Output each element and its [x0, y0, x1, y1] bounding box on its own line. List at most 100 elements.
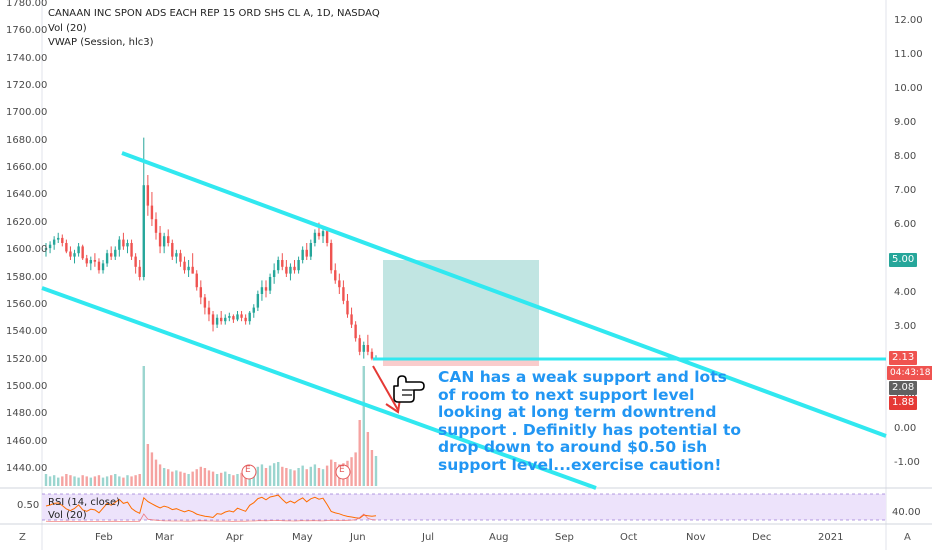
timezone-toggle-button[interactable]: Z — [19, 532, 26, 543]
volume-bar — [293, 470, 296, 486]
candle-body — [260, 287, 264, 294]
volume-bar — [52, 475, 56, 486]
volume-bar — [162, 468, 166, 486]
volume-bar — [126, 475, 129, 486]
volume-bar — [44, 474, 48, 486]
volume-bar — [154, 459, 158, 486]
candle-body — [114, 249, 117, 257]
candle-body — [183, 261, 186, 271]
volume-bar — [305, 469, 308, 486]
candle-body — [346, 300, 349, 315]
candle-body — [362, 345, 365, 352]
volume-bar — [228, 474, 231, 486]
right-axis-tick: 7.00 — [894, 185, 917, 196]
left-axis-tick: 1440.00 — [6, 462, 48, 474]
volume-bar — [118, 476, 121, 486]
time-axis-label: Feb — [95, 532, 113, 543]
volume-bar — [203, 468, 207, 486]
time-axis-label: 2021 — [818, 532, 844, 543]
candle-body — [285, 266, 288, 274]
volume-bar — [260, 464, 264, 486]
volume-bar — [122, 477, 125, 486]
volume-bar — [211, 471, 215, 486]
volume-bar — [142, 366, 145, 486]
candle-body — [366, 345, 370, 352]
legend-volume[interactable]: Vol (20) — [48, 23, 87, 34]
candle-body — [252, 307, 255, 313]
right-axis-tick: 11.00 — [894, 49, 923, 60]
volume-bar — [374, 456, 378, 486]
volume-bar — [272, 463, 276, 486]
volume-bar — [370, 450, 374, 486]
candle-body — [329, 243, 333, 271]
rsi-label[interactable]: RSI (14, close) — [48, 497, 121, 508]
candle-body — [305, 249, 308, 257]
right-axis-tick: 6.00 — [894, 219, 917, 230]
volume-bar — [244, 474, 247, 486]
volume-bar — [358, 420, 361, 486]
left-axis-tick: 1660.00 — [6, 162, 48, 174]
candle-body — [101, 263, 105, 271]
volume-bar — [65, 474, 68, 486]
right-axis-tick: 4.00 — [894, 287, 917, 298]
volume-bar — [354, 452, 357, 486]
candle-body — [342, 287, 345, 301]
candle-body — [97, 261, 101, 271]
candle-body — [224, 317, 227, 322]
rsi-line — [45, 494, 377, 519]
volume-bar — [81, 475, 84, 486]
earnings-label-2[interactable]: E — [339, 465, 345, 475]
volume-bar — [281, 466, 284, 486]
candle-body — [203, 297, 207, 308]
volume-bar — [240, 472, 243, 486]
candle-body — [215, 317, 219, 325]
volume-bar — [179, 471, 182, 486]
volume-bar — [85, 476, 88, 486]
candle-body — [48, 244, 52, 249]
rsi-left-tick: 0.50 — [17, 500, 40, 511]
volume-bar — [199, 466, 203, 486]
left-axis-tick: 1560.00 — [6, 298, 48, 310]
candle-body — [236, 314, 239, 320]
candle-body — [61, 237, 64, 243]
volume-bar — [69, 475, 72, 486]
candle-body — [85, 258, 88, 264]
volume-bar — [146, 444, 150, 486]
volume-bar — [329, 459, 333, 486]
legend-vwap[interactable]: VWAP (Session, hlc3) — [48, 37, 154, 48]
volume-bar — [130, 476, 133, 486]
candle-body — [187, 266, 190, 271]
volume-bar — [109, 475, 113, 486]
volume-bar — [89, 477, 93, 486]
candle-body — [191, 266, 194, 274]
rsi-band — [42, 494, 886, 520]
volume-bar — [277, 462, 280, 486]
volume-bar — [101, 477, 105, 486]
candle-body — [154, 219, 158, 233]
volume-bar — [285, 468, 288, 486]
candle-body — [244, 317, 247, 322]
candle-body — [268, 277, 272, 291]
volume-bar — [158, 464, 162, 486]
candle-body — [334, 270, 337, 281]
candle-body — [358, 338, 361, 352]
volume-bar — [321, 469, 325, 486]
auto-scale-button[interactable]: A — [904, 532, 911, 543]
rsi-volume-label[interactable]: Vol (20) — [48, 510, 87, 521]
candle-body — [126, 243, 129, 247]
right-axis-tick: -1.00 — [894, 457, 920, 468]
earnings-marker-2 — [335, 464, 351, 480]
earnings-label-1[interactable]: E — [245, 465, 251, 475]
candle-body — [350, 314, 353, 325]
rsi-right-tick: 40.00 — [892, 507, 921, 518]
volume-bar — [183, 472, 186, 486]
volume-bar — [325, 465, 329, 486]
right-axis-tick: 8.00 — [894, 151, 917, 162]
left-axis-tick: 1520.00 — [6, 353, 48, 365]
target-price-badge: 5.00 — [889, 253, 918, 267]
candle-body — [301, 249, 304, 260]
volume-bar — [195, 469, 198, 486]
candle-body — [289, 266, 292, 274]
candle-body — [118, 239, 121, 250]
